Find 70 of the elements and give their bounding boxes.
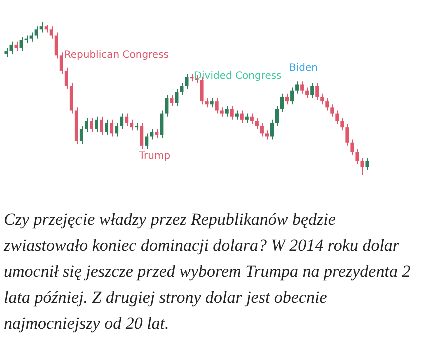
candlestick [260, 122, 264, 138]
candlestick [10, 41, 14, 55]
candlestick [64, 67, 68, 90]
annotation: Trump [139, 150, 171, 162]
candlestick [350, 139, 354, 156]
candlestick [40, 22, 44, 34]
candlestick [265, 130, 269, 140]
candlestick [290, 87, 294, 106]
candlestick [245, 113, 249, 124]
candlestick [155, 128, 159, 139]
candlestick [160, 110, 164, 139]
candlestick [366, 158, 370, 171]
candlestick [180, 82, 184, 96]
candlestick [296, 81, 300, 94]
annotation: Republican Congress [64, 50, 170, 61]
candlestick [150, 128, 154, 140]
candlestick [14, 41, 18, 52]
candlestick [210, 98, 214, 108]
candlestick [30, 32, 34, 42]
candlestick [360, 158, 364, 176]
candlestick [330, 104, 334, 118]
candlestick [320, 93, 324, 106]
candlestick [175, 88, 179, 107]
candlestick [4, 48, 8, 58]
candlestick [326, 98, 330, 112]
candlestick [165, 94, 169, 118]
candlestick [54, 32, 58, 60]
candlestick [230, 106, 234, 120]
candlestick [270, 119, 274, 140]
candlestick [306, 87, 310, 99]
candlestick [50, 26, 54, 40]
candlestick [316, 82, 320, 101]
candlestick [340, 118, 344, 132]
candlestick [84, 118, 88, 133]
candlestick [110, 119, 114, 138]
text: Czy przejęcie władzy przez Republikanów będzie zwiastowało koniec dominacji dolara? W 2014 roku dolar umocnił się jeszcze przed wyborem Trumpa na prezydenta 2 lata później. Z drugiej strony dolar jest obecnie najmocniejszy od 20 lat. [4, 209, 412, 335]
candlestick [140, 122, 144, 150]
candlestick [145, 133, 149, 150]
candlestick [275, 106, 279, 127]
candlestick [205, 98, 209, 108]
annotation: Biden [289, 63, 318, 74]
candlestick [125, 113, 129, 127]
candlestick [60, 52, 64, 75]
candlestick [280, 93, 284, 113]
candlestick [185, 74, 189, 90]
candlestick [255, 118, 259, 130]
candlestick [95, 116, 99, 133]
candlestick [300, 81, 304, 94]
candlestick [235, 110, 239, 120]
candlestick [250, 113, 254, 126]
candlestick [90, 118, 94, 133]
candlestick [286, 93, 290, 106]
candlestick [346, 124, 350, 146]
candlestick [310, 82, 314, 99]
candlestick [220, 107, 224, 118]
candlestick [356, 148, 360, 165]
candlestick [225, 106, 229, 118]
candlestick [80, 126, 84, 145]
candlestick [336, 110, 340, 126]
candlestick [34, 26, 38, 40]
candlestick [130, 119, 134, 132]
candlestick [115, 122, 119, 138]
candlestick [120, 113, 124, 130]
candlestick [215, 98, 219, 114]
annotation: Divided Congress [194, 71, 282, 82]
candlestick [100, 116, 104, 136]
candlestick [20, 36, 24, 52]
candlestick [170, 94, 174, 107]
candlestick [105, 119, 109, 136]
candlestick [240, 110, 244, 124]
